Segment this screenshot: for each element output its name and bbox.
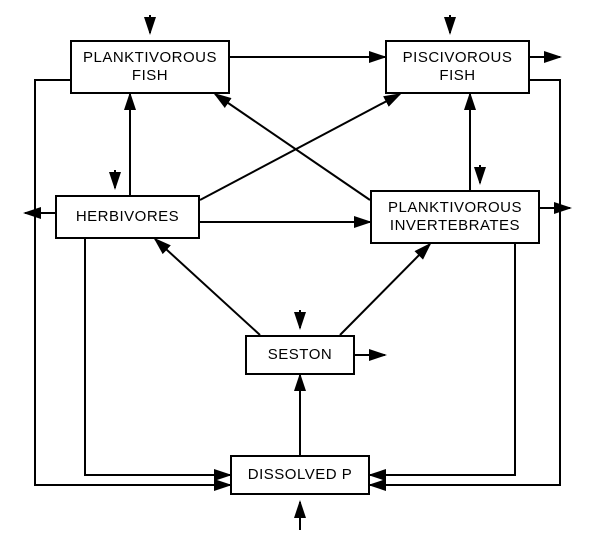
piscfish-to-dissolvedp-elbow: [370, 80, 560, 485]
diagram-canvas: PLANKTIVOROUSFISH PISCIVOROUSFISH HERBIV…: [0, 0, 592, 557]
node-label: DISSOLVED P: [248, 466, 352, 484]
plankinv-to-dissolvedp-elbow: [370, 244, 515, 475]
node-label: HERBIVORES: [76, 208, 179, 226]
node-seston: SESTON: [245, 335, 355, 375]
node-planktivorous-fish: PLANKTIVOROUSFISH: [70, 40, 230, 94]
node-herbivores: HERBIVORES: [55, 195, 200, 239]
plankfish-to-dissolvedp-elbow: [35, 80, 230, 485]
node-label: PLANKTIVOROUSFISH: [83, 49, 217, 85]
node-label: PISCIVOROUSFISH: [403, 49, 513, 85]
herb-to-dissolvedp-elbow: [85, 239, 230, 475]
node-label: SESTON: [268, 346, 332, 364]
plankinv-to-plankfish: [215, 94, 370, 200]
node-label: PLANKTIVOROUSINVERTEBRATES: [388, 199, 522, 235]
seston-to-herb: [155, 239, 260, 335]
node-dissolved-p: DISSOLVED P: [230, 455, 370, 495]
herb-to-piscfish: [200, 94, 400, 200]
seston-to-plankinv: [340, 244, 430, 335]
node-planktivorous-invertebrates: PLANKTIVOROUSINVERTEBRATES: [370, 190, 540, 244]
node-piscivorous-fish: PISCIVOROUSFISH: [385, 40, 530, 94]
